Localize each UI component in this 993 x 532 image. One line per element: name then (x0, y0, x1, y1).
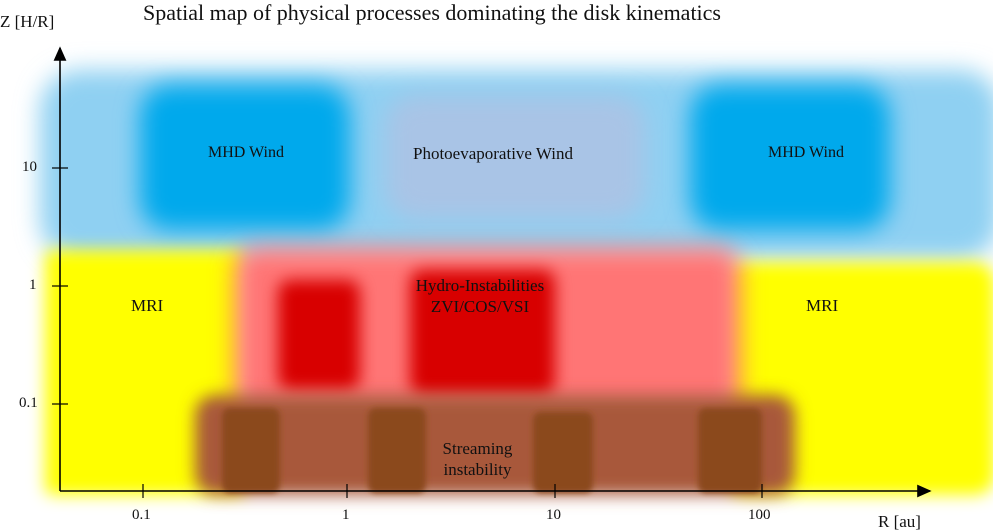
mhd-wind-left-label: MHD Wind (208, 144, 284, 161)
photoevaporative-wind-region (385, 95, 645, 220)
hydro-red-center (410, 270, 555, 395)
streaming-block-1 (222, 408, 280, 493)
y-tick-label-0.1: 0.1 (19, 395, 38, 411)
y-tick-label-1: 1 (29, 277, 37, 293)
wind-layer (40, 70, 993, 260)
mri-right-label: MRI (806, 296, 839, 315)
mhd-wind-right-label: MHD Wind (768, 144, 844, 161)
hydro-instabilities-line1: Hydro-Instabilities (415, 276, 545, 295)
streaming-line1: Streaming (442, 439, 513, 458)
hydro-instabilities-label: Hydro-Instabilities ZVI/COS/VSI (395, 275, 565, 317)
streaming-instability-label: Streaming instability (420, 438, 535, 480)
axes (52, 46, 932, 498)
x-tick-label-100: 100 (748, 507, 771, 523)
figure-title: Spatial map of physical processes domina… (143, 0, 721, 25)
x-tick-label-10: 10 (546, 507, 561, 523)
streaming-layer (195, 395, 795, 495)
x-tick-label-0.1: 0.1 (132, 507, 151, 523)
hydro-red-left (278, 280, 360, 390)
photoevaporative-wind-label: Photoevaporative Wind (413, 144, 573, 163)
mhd-wind-left-region (140, 85, 350, 230)
streaming-block-2 (368, 408, 426, 493)
x-axis-label: R [au] (878, 512, 921, 531)
mhd-wind-right-region (690, 85, 890, 230)
streaming-block-3 (533, 412, 593, 493)
y-axis-label: Z [H/R] (0, 12, 55, 31)
hydro-instabilities-line2: ZVI/COS/VSI (430, 297, 530, 316)
streaming-line2: instability (443, 460, 512, 479)
streaming-region (195, 395, 795, 495)
y-tick-label-10: 10 (22, 159, 37, 175)
mri-left-label: MRI (131, 296, 164, 315)
streaming-block-4 (698, 408, 762, 493)
x-tick-label-1: 1 (342, 507, 350, 523)
